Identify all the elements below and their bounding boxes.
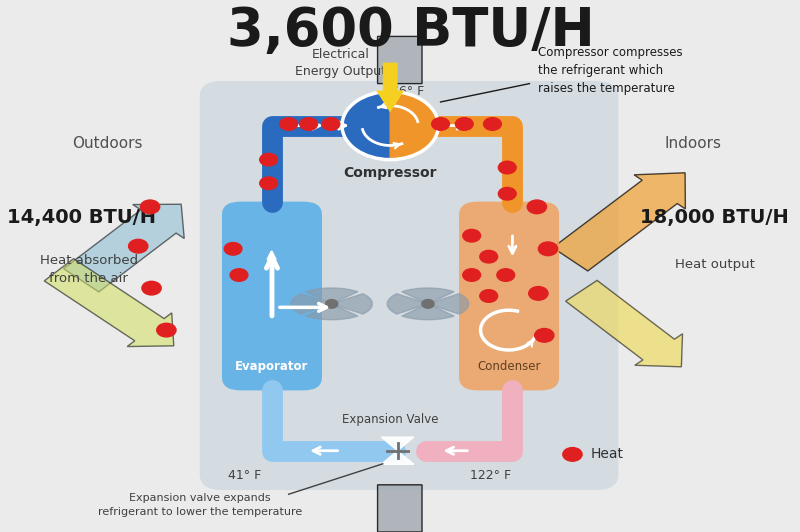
Circle shape (230, 269, 248, 281)
Text: Evaporator: Evaporator (235, 360, 309, 373)
FancyBboxPatch shape (459, 202, 559, 390)
Circle shape (538, 242, 558, 255)
Text: Indoors: Indoors (664, 136, 721, 152)
Circle shape (534, 329, 554, 342)
Text: 14,400 BTU/H: 14,400 BTU/H (6, 208, 156, 227)
Text: Compressor compresses
the refrigerant which
raises the temperature: Compressor compresses the refrigerant wh… (538, 46, 683, 95)
Polygon shape (342, 92, 390, 160)
Polygon shape (382, 451, 414, 464)
Text: 18,000 BTU/H: 18,000 BTU/H (640, 208, 789, 227)
Circle shape (462, 229, 481, 242)
Text: Expansion Valve: Expansion Valve (342, 413, 438, 426)
FancyBboxPatch shape (200, 81, 618, 490)
Circle shape (157, 323, 176, 337)
Circle shape (142, 281, 161, 295)
Circle shape (129, 239, 148, 253)
Polygon shape (332, 294, 372, 314)
Circle shape (326, 300, 338, 308)
Circle shape (260, 177, 278, 189)
FancyArrow shape (63, 204, 184, 292)
Text: 122° F: 122° F (470, 469, 511, 482)
Polygon shape (402, 304, 454, 320)
Circle shape (529, 287, 548, 300)
Circle shape (497, 269, 514, 281)
Circle shape (422, 300, 434, 308)
Circle shape (480, 251, 498, 263)
Text: Condenser: Condenser (478, 360, 541, 373)
Circle shape (462, 269, 481, 281)
Polygon shape (387, 294, 428, 314)
Text: 41° F: 41° F (227, 469, 261, 482)
Circle shape (300, 118, 318, 130)
Text: Heat absorbed
from the air: Heat absorbed from the air (39, 254, 138, 285)
Circle shape (480, 290, 498, 302)
FancyBboxPatch shape (378, 36, 422, 84)
FancyArrow shape (376, 63, 404, 112)
Circle shape (563, 447, 582, 461)
Polygon shape (402, 288, 454, 304)
Polygon shape (382, 437, 414, 451)
Polygon shape (306, 304, 358, 320)
Circle shape (280, 118, 298, 130)
Circle shape (498, 187, 516, 200)
Text: Heat output: Heat output (674, 258, 754, 271)
Text: Heat: Heat (590, 447, 623, 461)
Polygon shape (390, 92, 438, 160)
FancyArrow shape (553, 173, 686, 271)
Text: Electrical
Energy Output: Electrical Energy Output (295, 48, 386, 78)
Polygon shape (291, 294, 332, 314)
FancyArrow shape (44, 259, 174, 346)
Text: Compressor: Compressor (343, 166, 437, 180)
Polygon shape (428, 294, 469, 314)
Polygon shape (306, 288, 358, 304)
Circle shape (527, 200, 546, 214)
Text: 3,600 BTU/H: 3,600 BTU/H (227, 5, 594, 57)
Text: Outdoors: Outdoors (72, 136, 142, 152)
Circle shape (455, 118, 473, 130)
Circle shape (498, 161, 516, 174)
FancyArrow shape (566, 280, 682, 367)
Circle shape (483, 118, 502, 130)
Circle shape (432, 118, 450, 130)
Circle shape (322, 118, 340, 130)
FancyBboxPatch shape (222, 202, 322, 390)
Text: 176° F: 176° F (382, 85, 424, 98)
Circle shape (224, 243, 242, 255)
Circle shape (260, 153, 278, 166)
Circle shape (141, 200, 160, 214)
Text: Expansion valve expands
refrigerant to lower the temperature: Expansion valve expands refrigerant to l… (98, 493, 302, 517)
FancyBboxPatch shape (378, 485, 422, 532)
